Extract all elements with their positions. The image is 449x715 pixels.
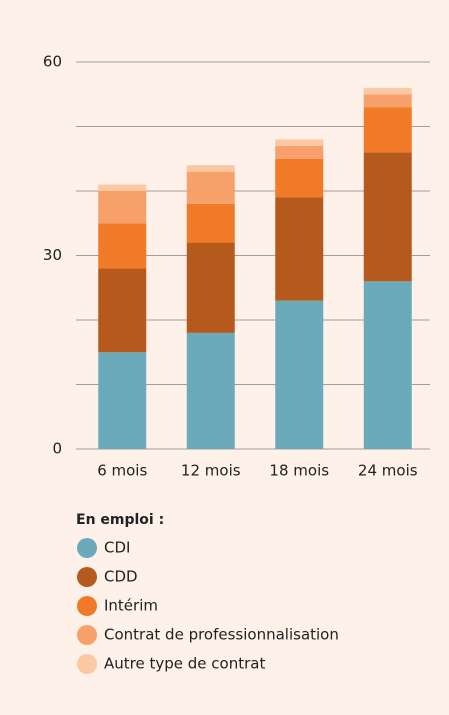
bar-segment	[98, 223, 147, 269]
legend-swatch	[77, 625, 97, 645]
y-tick-label: 0	[52, 440, 62, 458]
legend-label: Autre type de contrat	[104, 655, 265, 673]
bar-segment	[275, 139, 324, 146]
legend-swatch	[77, 567, 97, 587]
legend-swatch	[77, 596, 97, 616]
y-tick-label: 30	[43, 246, 62, 264]
bar-segment	[275, 158, 324, 198]
bar-segment	[98, 191, 147, 224]
bar-segment	[98, 184, 147, 191]
bar-segment	[186, 332, 235, 449]
x-tick-label: 18 mois	[269, 462, 329, 480]
bar-segment	[186, 171, 235, 204]
x-tick-label: 24 mois	[358, 462, 418, 480]
x-tick-label: 6 mois	[97, 462, 147, 480]
bar-segment	[98, 352, 147, 449]
legend-label: CDD	[104, 568, 138, 586]
bar-segment	[186, 203, 235, 243]
bar-segment	[186, 165, 235, 172]
legend-label: Intérim	[104, 597, 158, 615]
bar-segment	[363, 107, 412, 153]
legend-swatch	[77, 654, 97, 674]
bar-segment	[275, 197, 324, 301]
legend-swatch	[77, 538, 97, 558]
legend-label: CDI	[104, 539, 130, 557]
legend-label: Contrat de professionnalisation	[104, 626, 339, 644]
bar-segment	[275, 300, 324, 449]
bar-segment	[363, 94, 412, 108]
bar-segment	[275, 145, 324, 159]
x-tick-label: 12 mois	[181, 462, 241, 480]
bar-segment	[363, 152, 412, 282]
bar-segment	[363, 87, 412, 95]
legend-title: En emploi :	[76, 512, 164, 528]
bar-segment	[98, 268, 147, 353]
bar-segment	[363, 281, 412, 449]
bar-segment	[186, 242, 235, 333]
y-tick-label: 60	[43, 53, 62, 71]
